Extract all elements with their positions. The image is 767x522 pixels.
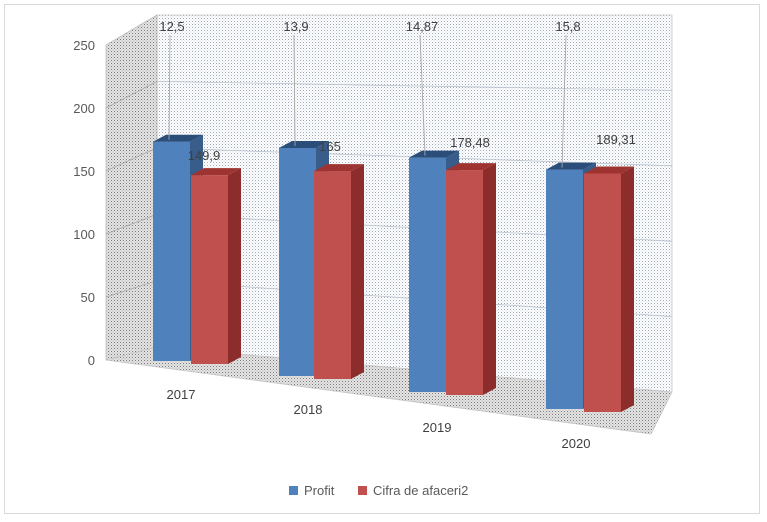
data-label-profit-2020: 15,8 <box>555 19 580 34</box>
legend-swatch-profit <box>289 486 298 495</box>
data-label-cifra-2019: 178,48 <box>450 135 490 150</box>
data-label-profit-2018: 13,9 <box>283 19 308 34</box>
y-tick-label: 200 <box>73 101 95 116</box>
floor <box>105 346 673 435</box>
x-tick-label: 2018 <box>294 402 323 417</box>
legend-swatch-cifra <box>358 486 367 495</box>
data-label-profit-2017: 12,5 <box>159 19 184 34</box>
data-label-profit-2019: 14,87 <box>406 19 439 34</box>
gridline-side <box>105 213 158 235</box>
leader-line <box>293 34 296 146</box>
bar-cifra-2019 <box>446 163 496 395</box>
data-label-cifra-2017: 149,9 <box>188 148 221 163</box>
bar-cifra-2018 <box>314 164 364 379</box>
leader-line <box>561 34 567 168</box>
bars <box>153 134 634 412</box>
y-tick-label: 250 <box>73 38 95 53</box>
gridline <box>156 81 673 91</box>
gridline-side <box>105 81 158 109</box>
label-leader-lines <box>168 34 567 168</box>
leader-line <box>168 34 171 140</box>
bar-cifra-2020 <box>584 166 634 412</box>
x-tick-label: 2019 <box>423 420 452 435</box>
bar-cifra-2017 <box>191 168 241 364</box>
data-labels: 12,5 149,9 13,9 165 14,87 178,48 15,8 189,31 <box>159 19 636 163</box>
x-tick-label: 2017 <box>167 387 196 402</box>
legend-label-cifra: Cifra de afaceri2 <box>373 483 468 498</box>
y-tick-label: 0 <box>88 353 95 368</box>
legend: Profit Cifra de afaceri2 <box>289 483 468 498</box>
leader-line <box>419 34 426 156</box>
x-tick-label: 2020 <box>562 436 591 451</box>
y-axis: 0 50 100 150 200 250 <box>73 38 95 368</box>
legend-label-profit: Profit <box>304 483 335 498</box>
data-label-cifra-2018: 165 <box>319 139 341 154</box>
y-tick-label: 100 <box>73 227 95 242</box>
gridline-side <box>105 280 158 298</box>
y-tick-label: 50 <box>81 290 95 305</box>
y-tick-label: 150 <box>73 164 95 179</box>
x-axis-categories: 2017 2018 2019 2020 <box>167 387 591 451</box>
side-wall <box>105 14 158 361</box>
data-label-cifra-2020: 189,31 <box>596 132 636 147</box>
gridline-side <box>105 147 158 172</box>
